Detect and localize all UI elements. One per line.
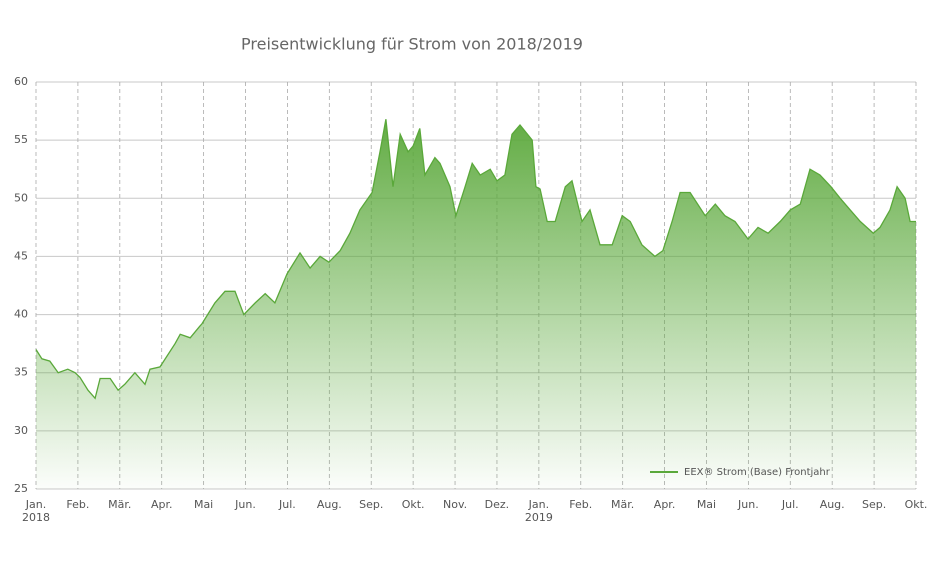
area bbox=[36, 119, 916, 489]
x-tick-label: Nov. bbox=[442, 498, 468, 511]
line bbox=[35, 119, 916, 400]
x-tick-label: Mai bbox=[696, 498, 717, 511]
x-tick-label: Mär. bbox=[108, 498, 132, 511]
x-tick-label: Sep. bbox=[861, 498, 887, 511]
x-tick-label: Aug. bbox=[316, 498, 342, 511]
x-tick-label: Sep. bbox=[359, 498, 384, 511]
x-tick-label: Mär. bbox=[611, 498, 635, 511]
x-tick-label: Okt. bbox=[401, 498, 425, 511]
legend-label: EEX® Strom (Base) Frontjahr bbox=[684, 467, 831, 478]
x-tick-label: Jul. bbox=[279, 498, 296, 511]
x-tick-label: Feb. bbox=[569, 498, 593, 511]
y-tick-label: 50 bbox=[14, 191, 28, 204]
y-tick-label: 55 bbox=[14, 133, 28, 146]
x-tick-label: Dez. bbox=[484, 498, 510, 511]
x-tick-label: Okt. bbox=[904, 498, 928, 511]
x-tick-label: Apr. bbox=[150, 498, 173, 511]
x-tick-label: Mai bbox=[193, 498, 214, 511]
x-tick-label: Jan. 2019 bbox=[524, 498, 553, 524]
y-tick-label: 40 bbox=[14, 308, 28, 321]
y-tick-label: 60 bbox=[14, 75, 28, 88]
y-tick-label: 30 bbox=[14, 424, 28, 437]
y-tick-label: 45 bbox=[14, 249, 28, 262]
x-tick-label: Jun. bbox=[738, 498, 759, 511]
x-tick-label: Jul. bbox=[781, 498, 799, 511]
x-tick-label: Jan. 2018 bbox=[22, 498, 50, 524]
y-tick-label: 35 bbox=[14, 366, 28, 379]
x-tick-label: Feb. bbox=[66, 498, 90, 511]
y-tick-label: 25 bbox=[14, 482, 28, 495]
x-tick-label: Aug. bbox=[819, 498, 845, 511]
chart-title: Preisentwicklung für Strom von 2018/2019 bbox=[241, 35, 583, 54]
x-tick-label: Jun. bbox=[235, 498, 256, 511]
x-tick-label: Apr. bbox=[653, 498, 676, 511]
